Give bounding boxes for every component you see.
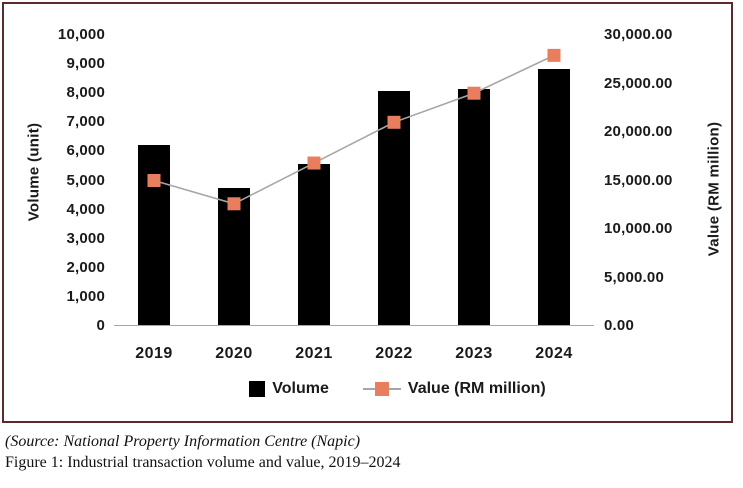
tick-label: 10,000: [57, 26, 105, 43]
bar-2024: [538, 68, 570, 325]
x-axis-labels: 2019 2020 2021 2022 2023 2024: [114, 345, 594, 367]
value-marker-icon: [374, 382, 389, 396]
x-tick-label-2022: 2022: [375, 345, 413, 362]
tick-label: 4,000: [66, 200, 105, 218]
x-tick-label-2021: 2021: [295, 345, 333, 362]
tick-label: 0.00: [604, 317, 634, 334]
value-marker-2021: [307, 156, 321, 170]
tick-label: 20,000.00: [604, 123, 673, 140]
tick-label: 30,000.00: [604, 26, 673, 43]
legend-item-value: Value (RM million): [362, 380, 546, 398]
legend-label-volume: Volume: [272, 380, 329, 397]
value-marker-2020: [227, 197, 241, 211]
value-marker-2019: [147, 174, 161, 187]
value-line-swatch-icon: [362, 382, 401, 396]
bar-2020: [218, 188, 250, 325]
value-marker-2023: [467, 86, 481, 100]
value-marker-2024: [547, 48, 561, 62]
value-line-layer: [147, 48, 561, 211]
tick-label: 5,000.00: [604, 268, 664, 286]
tick-label: 3,000: [66, 229, 105, 247]
value-marker-2022: [387, 115, 401, 129]
tick-label: 25,000.00: [604, 74, 673, 92]
legend: Volume Value (RM million): [64, 380, 731, 398]
bar-2023: [458, 89, 490, 325]
bar-2021: [298, 163, 330, 325]
caption: (Source: National Property Information C…: [5, 431, 725, 473]
x-tick-label-2019: 2019: [135, 345, 173, 362]
tick-label: 6,000: [66, 142, 105, 160]
tick-label: 8,000: [66, 84, 105, 102]
left-axis-ticks: 0 1,000 2,000 3,000 4,000 5,000 6,000 7,000 8,00…: [4, 26, 105, 334]
tick-label: 9,000: [66, 55, 105, 73]
caption-source: (Source: National Property Information C…: [5, 433, 361, 450]
volume-bar-swatch-icon: [249, 381, 266, 397]
plot-area: [114, 35, 594, 326]
bar-2022: [378, 90, 410, 325]
legend-label-value: Value (RM million): [407, 380, 546, 397]
x-tick-label-2024: 2024: [535, 345, 573, 362]
x-tick-label-2020: 2020: [215, 345, 253, 362]
tick-label: 2,000: [66, 258, 105, 276]
tick-label: 1,000: [66, 287, 105, 305]
tick-label: 0: [96, 317, 105, 334]
tick-label: 5,000: [66, 171, 105, 189]
x-tick-label-2023: 2023: [455, 345, 493, 362]
chart-frame: Volume (unit) Value (RM million) 0 1,000 2…: [2, 2, 733, 423]
legend-item-volume: Volume: [249, 380, 329, 398]
right-axis-ticks: 0.00 5,000.00 10,000.00 15,000.00 20,000.00 2…: [604, 26, 729, 334]
caption-figure: Figure 1: Industrial transaction volume …: [5, 454, 401, 471]
tick-label: 7,000: [66, 113, 105, 131]
tick-label: 15,000.00: [604, 171, 673, 189]
tick-label: 10,000.00: [604, 220, 673, 237]
bars-layer: [114, 35, 594, 325]
